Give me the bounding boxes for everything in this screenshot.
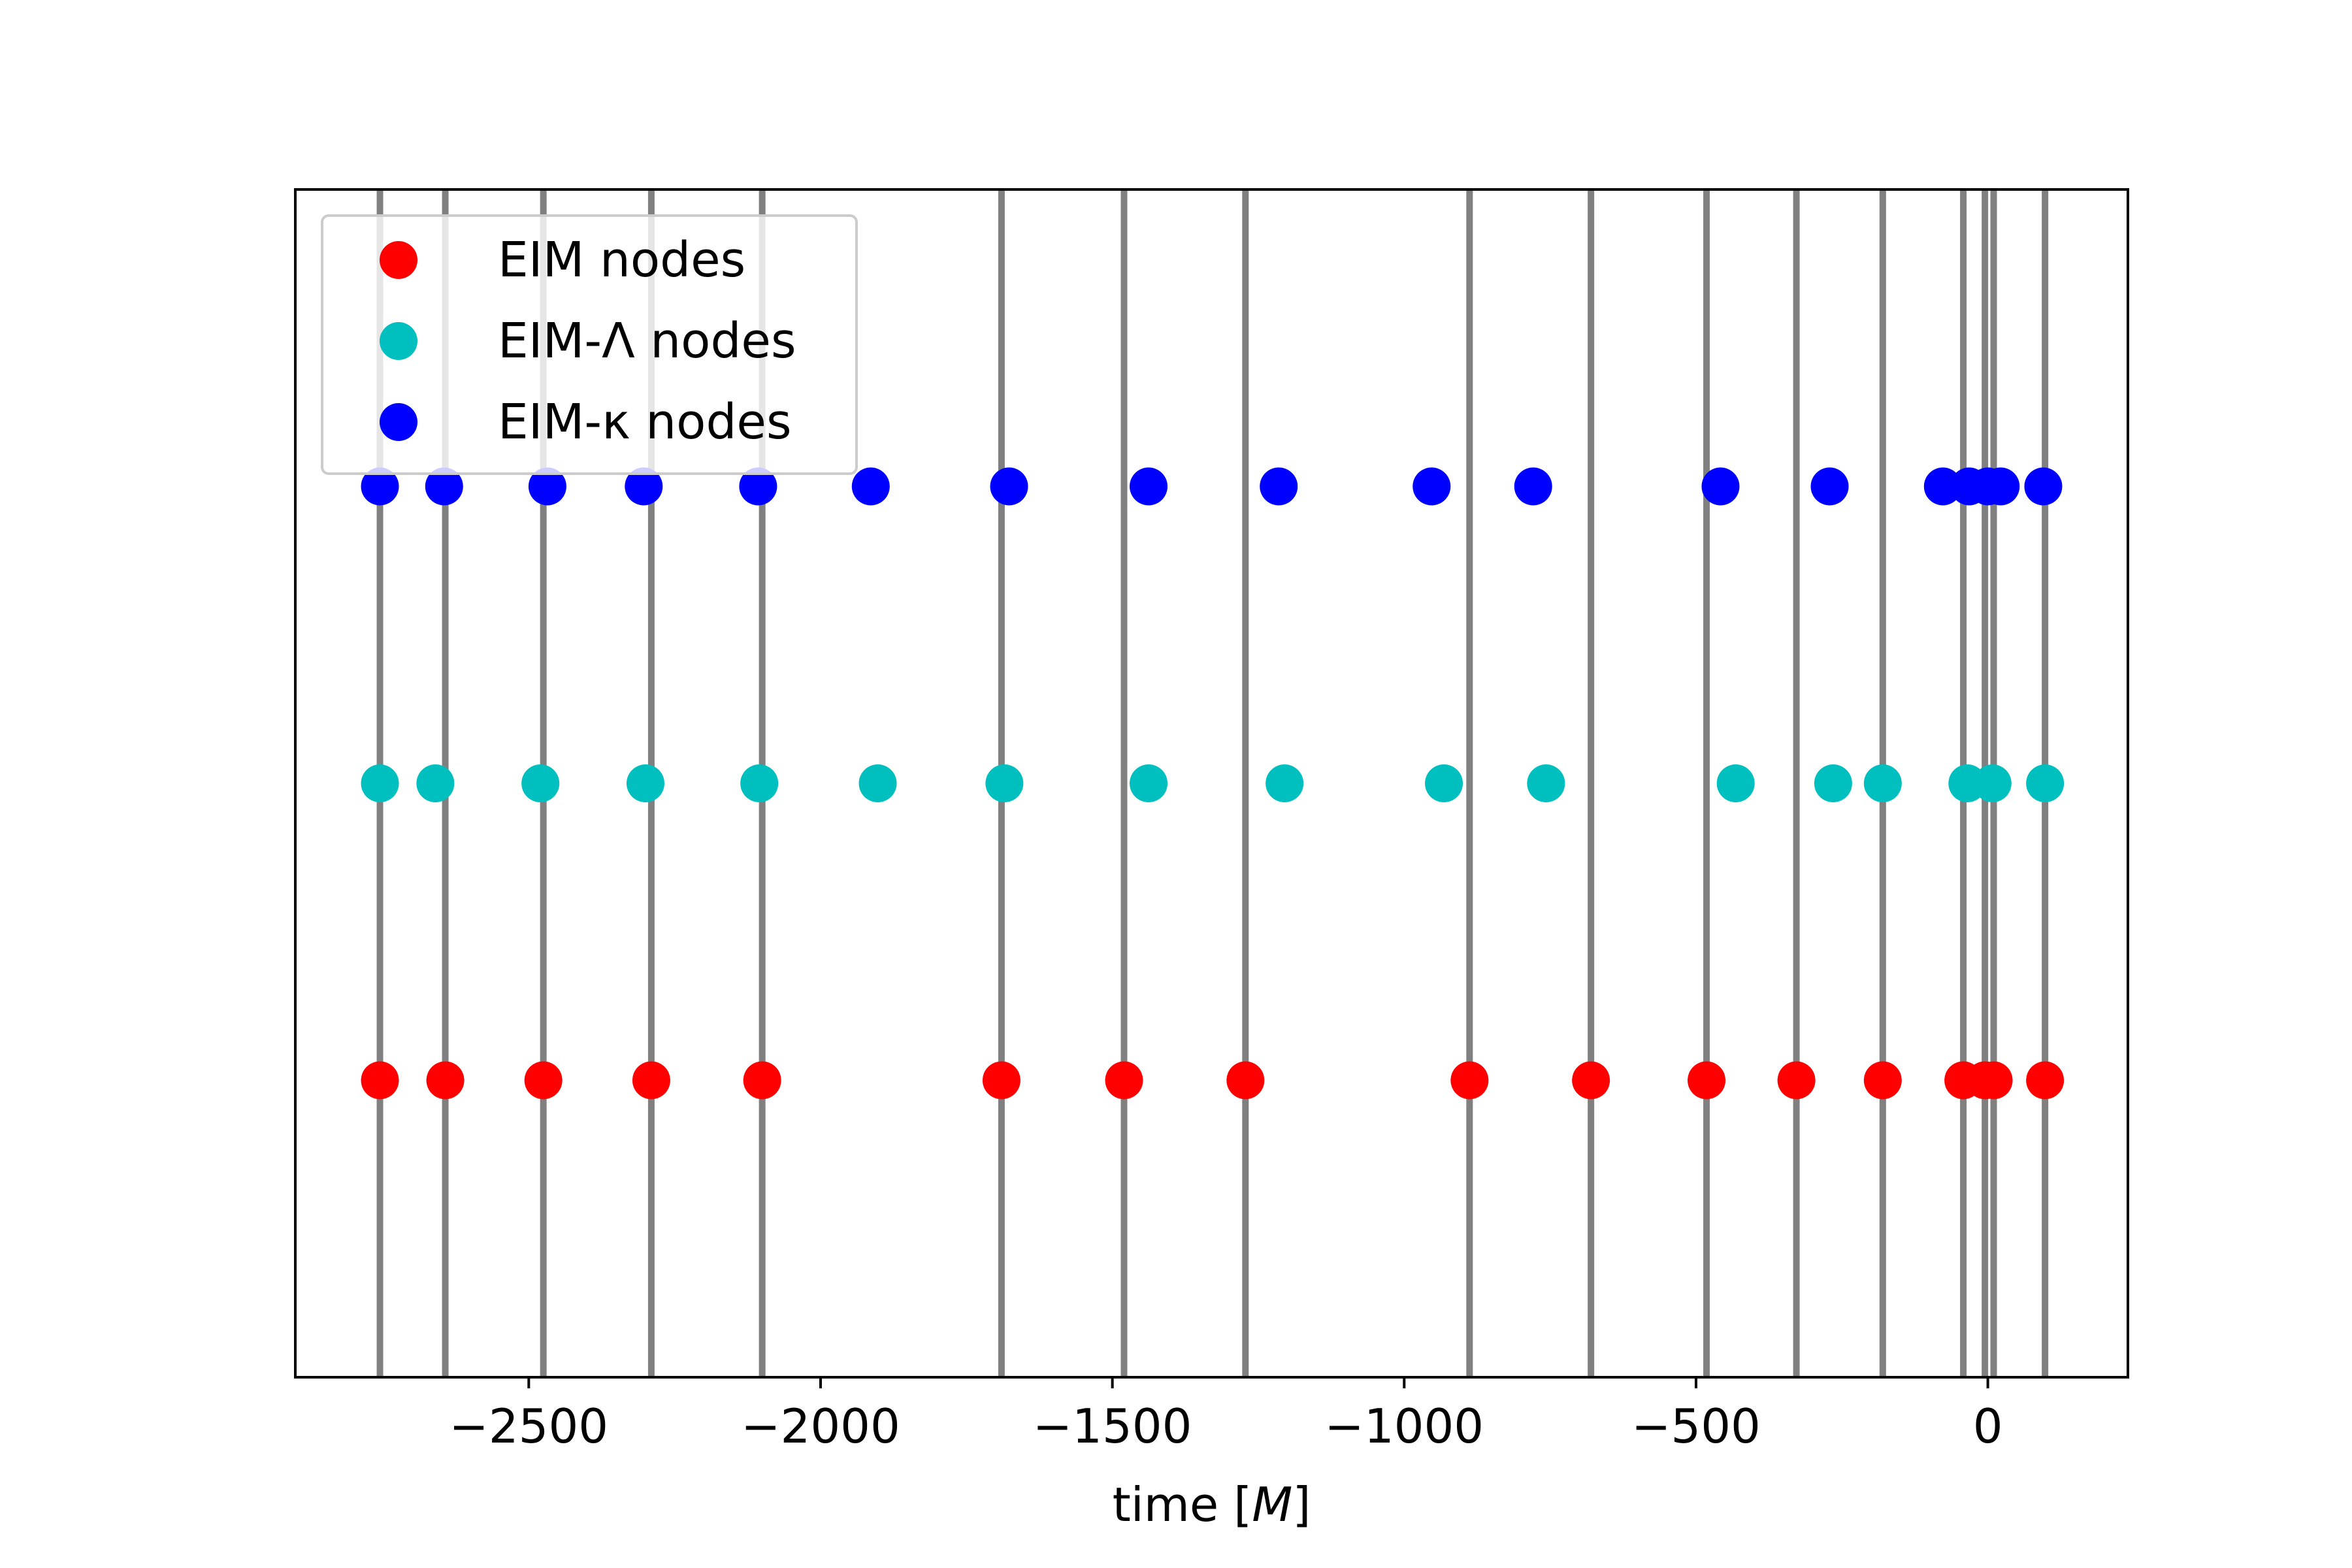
point-series-1-3 <box>626 764 664 802</box>
legend-label-0: EIM nodes <box>498 232 745 288</box>
point-series-1-4 <box>740 764 779 802</box>
point-series-1-12 <box>1814 764 1852 802</box>
point-series-0-6 <box>1105 1061 1143 1100</box>
legend-items: EIM nodes EIM-Λ nodes EIM-κ nodes <box>380 232 796 450</box>
point-series-2-0 <box>361 467 399 506</box>
point-series-2-11 <box>1701 467 1740 506</box>
point-series-0-10 <box>1688 1061 1726 1100</box>
point-series-2-8 <box>1260 467 1298 506</box>
x-tick-label-2: −1500 <box>1033 1399 1192 1454</box>
x-tick-label-1: −2000 <box>741 1399 900 1454</box>
point-series-2-17 <box>2024 467 2063 506</box>
x-tick-label-3: −1000 <box>1325 1399 1484 1454</box>
point-series-2-10 <box>1514 467 1552 506</box>
x-tick-label-5: 0 <box>1973 1399 2003 1454</box>
point-series-1-5 <box>858 764 897 802</box>
point-series-0-0 <box>361 1061 399 1100</box>
plot-frame <box>294 188 2129 1379</box>
x-axis-ticks: −2500 −2000 −1500 −1000 −500 0 <box>449 1377 2003 1454</box>
point-series-0-16 <box>2026 1061 2065 1100</box>
point-series-1-15 <box>1973 764 2012 802</box>
x-tick-label-4: −500 <box>1631 1399 1761 1454</box>
x-axis-label-prefix: time [ <box>1113 1477 1252 1532</box>
point-series-1-9 <box>1425 764 1463 802</box>
x-axis-label: time [M] <box>1113 1477 1311 1532</box>
x-tick-label-0: −2500 <box>449 1399 609 1454</box>
legend-marker-0 <box>380 241 417 279</box>
point-series-2-5 <box>851 467 890 506</box>
point-series-0-8 <box>1450 1061 1489 1100</box>
point-series-0-7 <box>1226 1061 1265 1100</box>
point-series-1-6 <box>985 764 1024 802</box>
point-series-0-15 <box>1974 1061 2013 1100</box>
point-series-0-11 <box>1777 1061 1816 1100</box>
point-series-0-9 <box>1572 1061 1610 1100</box>
x-axis-label-unit: M <box>1252 1477 1292 1532</box>
point-series-1-7 <box>1130 764 1168 802</box>
point-series-2-13 <box>1923 467 1962 506</box>
point-series-2-7 <box>1130 467 1168 506</box>
x-axis-label-suffix: ] <box>1292 1477 1311 1532</box>
point-series-1-0 <box>361 764 399 802</box>
point-series-2-12 <box>1810 467 1849 506</box>
legend-label-2: EIM-κ nodes <box>498 394 792 450</box>
point-series-0-1 <box>426 1061 465 1100</box>
point-series-1-2 <box>521 764 560 802</box>
point-series-2-9 <box>1413 467 1451 506</box>
point-series-2-3 <box>625 467 663 506</box>
point-series-1-8 <box>1266 764 1304 802</box>
point-series-0-5 <box>982 1061 1021 1100</box>
point-series-0-4 <box>743 1061 781 1100</box>
point-series-1-11 <box>1716 764 1755 802</box>
point-series-1-1 <box>416 764 455 802</box>
point-series-0-2 <box>524 1061 563 1100</box>
point-series-1-13 <box>1863 764 1902 802</box>
point-series-1-10 <box>1527 764 1565 802</box>
legend-label-1: EIM-Λ nodes <box>498 313 796 369</box>
point-series-2-4 <box>739 467 777 506</box>
legend-box <box>321 214 858 475</box>
point-series-2-6 <box>990 467 1028 506</box>
data-points <box>361 467 2065 1100</box>
point-series-1-16 <box>2026 764 2065 802</box>
point-series-2-2 <box>528 467 566 506</box>
legend-marker-1 <box>380 322 417 360</box>
legend-marker-2 <box>380 403 417 441</box>
point-series-2-1 <box>425 467 463 506</box>
point-series-2-16 <box>1982 467 2020 506</box>
legend: EIM nodes EIM-Λ nodes EIM-κ nodes <box>321 214 858 475</box>
point-series-0-12 <box>1863 1061 1902 1100</box>
point-series-0-3 <box>632 1061 670 1100</box>
